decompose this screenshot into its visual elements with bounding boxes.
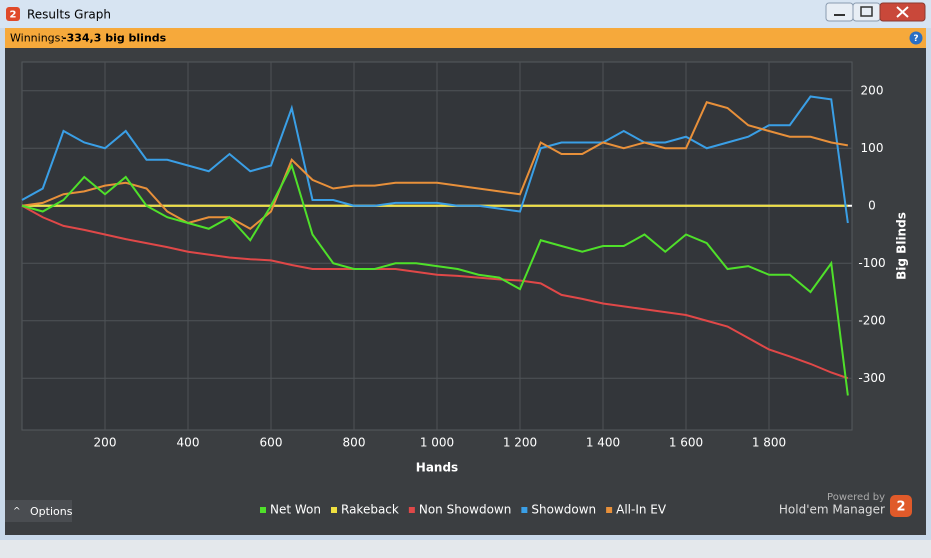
x-axis-label: Hands [416,461,458,475]
winnings-value: -334,3 big blinds [62,32,167,45]
legend-swatch [331,507,337,513]
x-tick-label: 600 [260,436,283,450]
x-tick-label: 1 200 [503,436,537,450]
close-glyph [896,6,909,18]
legend-label: Showdown [531,503,596,517]
y-tick-label: -100 [858,256,885,270]
options-caret: ^ [13,507,21,517]
y-tick-label: 200 [861,83,884,97]
plot: 200 400 600 800 1 000 1 200 1 400 1 600 1 800 -30… [21,62,886,450]
x-tick-label: 1 800 [752,436,786,450]
y-tick-label: -200 [858,313,885,327]
legend-label: Net Won [270,503,321,517]
brand-logo-text: 2 [896,500,905,515]
maximize-glyph [860,6,873,17]
x-tick-label: 1 600 [669,436,703,450]
series-line [21,162,849,396]
series-line [21,204,849,380]
legend-swatch [408,507,415,513]
y-tick-label: 0 [868,198,876,212]
legend-label: All-In EV [616,503,667,517]
options-button[interactable] [5,500,72,522]
y-axis-label: Big Blinds [895,212,909,280]
winnings-bar [5,28,926,48]
minimize-button[interactable] [825,2,854,22]
options-label: Options [30,505,73,518]
maximize-button[interactable] [852,2,881,22]
legend-swatch [606,507,613,513]
brand-logo [890,495,912,517]
x-tick-label: 200 [94,436,117,450]
title-bar [0,0,931,28]
legend-label: Non Showdown [419,503,512,517]
status-bar [0,540,931,558]
powered-by: Powered by [827,492,885,503]
winnings-label: Winnings: [10,32,64,45]
brand: Hold'em Manager [779,503,885,517]
app-icon [6,7,20,21]
window-title: Results Graph [27,8,111,22]
y-tick-label: 100 [861,141,884,155]
series-line [21,95,849,224]
series-line [21,101,849,230]
y-tick-label: -300 [858,371,885,385]
x-tick-label: 1 400 [586,436,620,450]
legend: Net Won Rakeback Non Showdown Showdown All-I… [260,503,667,517]
legend-swatch [521,507,528,513]
help-glyph: ? [913,34,918,44]
x-tick-label: 400 [177,436,200,450]
app-icon-text: 2 [10,10,17,21]
legend-swatch [260,507,266,513]
help-icon[interactable] [909,31,923,45]
x-tick-label: 1 000 [420,436,454,450]
x-tick-label: 800 [343,436,366,450]
legend-label: Rakeback [341,503,399,517]
